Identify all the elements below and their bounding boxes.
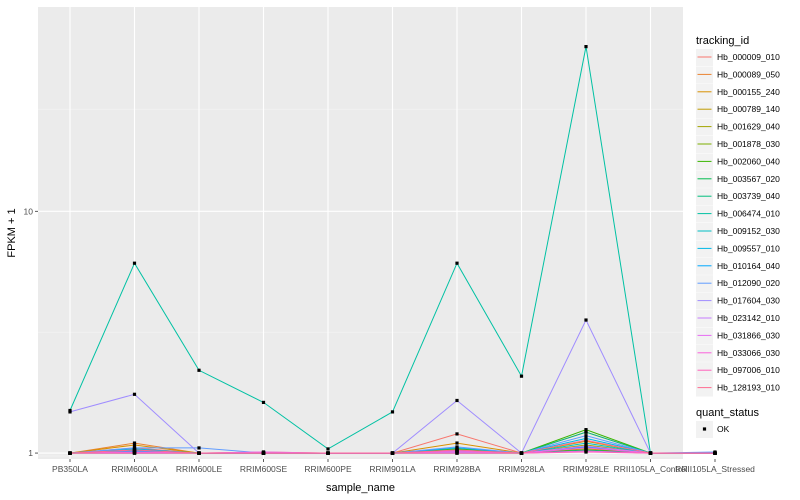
- legend-label-ok: OK: [717, 424, 730, 434]
- legend-label: Hb_000009_010: [717, 52, 780, 62]
- data-point: [584, 434, 588, 438]
- legend-label: Hb_010164_040: [717, 261, 780, 271]
- x-tick-label: PB350LA: [52, 464, 88, 474]
- y-tick-label: 10: [24, 206, 34, 216]
- data-point: [326, 451, 330, 455]
- x-axis: PB350LA RRIM600LA RRIM600LE RRIM600SE RRIM60…: [52, 459, 755, 474]
- data-point: [261, 451, 266, 455]
- data-point: [584, 441, 588, 445]
- data-point: [390, 410, 395, 414]
- data-point: [584, 318, 588, 322]
- x-tick-label: RRIM600SE: [240, 464, 288, 474]
- data-point: [197, 451, 201, 455]
- legend: tracking_id Hb_000009_010Hb_000089_050Hb…: [696, 35, 780, 438]
- plot-panel: [38, 7, 683, 459]
- x-tick-label: RRIM901LA: [369, 464, 416, 474]
- legend-items: Hb_000009_010 Hb_000089_050 Hb_000155_240 H…: [696, 49, 780, 397]
- data-point: [519, 374, 524, 378]
- data-point: [584, 428, 588, 432]
- data-point: [584, 436, 588, 440]
- legend-label: Hb_000089_050: [717, 69, 780, 79]
- legend-label: Hb_003739_040: [717, 191, 780, 201]
- x-tick-label: RRIM928LE: [563, 464, 610, 474]
- data-point: [132, 446, 137, 450]
- data-point: [68, 451, 72, 455]
- legend-label: Hb_001878_030: [717, 139, 780, 149]
- data-point: [584, 430, 588, 434]
- y-axis: 1 10: [24, 206, 38, 458]
- legend-label: Hb_031866_030: [717, 330, 780, 340]
- data-point: [132, 392, 137, 396]
- x-tick-label: RRIM600PE: [304, 464, 352, 474]
- data-point: [455, 398, 459, 403]
- data-point: [455, 445, 459, 449]
- legend-label: Hb_012090_020: [717, 278, 780, 288]
- data-point: [132, 448, 137, 452]
- data-point: [648, 451, 653, 455]
- data-point: [132, 441, 137, 445]
- data-point: [455, 448, 459, 452]
- data-point: [197, 446, 201, 450]
- data-point: [455, 441, 459, 445]
- x-tick-label: RRII105LA_Control: [614, 464, 688, 474]
- legend-title-tracking-id: tracking_id: [696, 35, 749, 47]
- data-point: [261, 400, 266, 405]
- data-point: [132, 443, 137, 447]
- legend-label: Hb_023142_010: [717, 313, 780, 323]
- data-point: [326, 447, 330, 451]
- data-point: [455, 261, 459, 265]
- legend-label: Hb_000155_240: [717, 87, 780, 97]
- data-point: [584, 446, 588, 450]
- legend-label: Hb_033066_030: [717, 348, 780, 358]
- x-tick-label: RRIM600LA: [111, 464, 158, 474]
- x-tick-label: RRIM928BA: [433, 464, 481, 474]
- legend-label: Hb_097006_010: [717, 365, 780, 375]
- data-point: [197, 368, 201, 372]
- shape-legend: OK: [696, 421, 730, 438]
- data-point: [132, 261, 137, 265]
- data-point: [132, 451, 137, 455]
- legend-key: [696, 118, 713, 136]
- data-point: [584, 45, 588, 49]
- data-point: [584, 444, 588, 448]
- data-point: [68, 410, 72, 414]
- data-point: [390, 451, 395, 455]
- data-point: [713, 451, 717, 455]
- data-points: [68, 45, 717, 455]
- legend-label: Hb_009557_010: [717, 243, 780, 253]
- legend-label: Hb_003567_020: [717, 174, 780, 184]
- legend-label: Hb_002060_040: [717, 156, 780, 166]
- x-tick-label: RRIM600LE: [176, 464, 223, 474]
- y-tick-label: 1: [28, 448, 33, 458]
- x-axis-title: sample_name: [326, 482, 395, 494]
- legend-label: Hb_006474_010: [717, 209, 780, 219]
- y-axis-title: FPKM + 1: [6, 208, 18, 257]
- data-point: [584, 450, 588, 454]
- grid-lines: [38, 7, 716, 459]
- x-tick-label: RRIM928LA: [498, 464, 545, 474]
- legend-label: Hb_000789_140: [717, 104, 780, 114]
- data-point: [519, 451, 524, 455]
- legend-label: Hb_017604_030: [717, 296, 780, 306]
- x-tick-label: RRII105LA_Stressed: [675, 464, 755, 474]
- data-point: [455, 432, 459, 436]
- legend-title-quant-status: quant_status: [696, 407, 759, 419]
- data-point: [455, 451, 459, 455]
- legend-label: Hb_128193_010: [717, 383, 780, 393]
- legend-key-square: [702, 427, 707, 431]
- legend-label: Hb_009152_030: [717, 226, 780, 236]
- legend-label: Hb_001629_040: [717, 122, 780, 132]
- data-point: [584, 438, 588, 442]
